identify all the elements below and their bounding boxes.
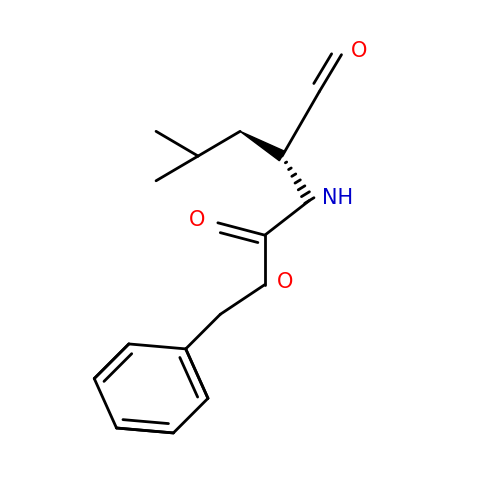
Text: O: O: [352, 40, 368, 60]
Text: O: O: [189, 210, 206, 231]
Text: O: O: [277, 272, 293, 292]
Polygon shape: [240, 132, 285, 160]
Text: NH: NH: [322, 188, 353, 208]
